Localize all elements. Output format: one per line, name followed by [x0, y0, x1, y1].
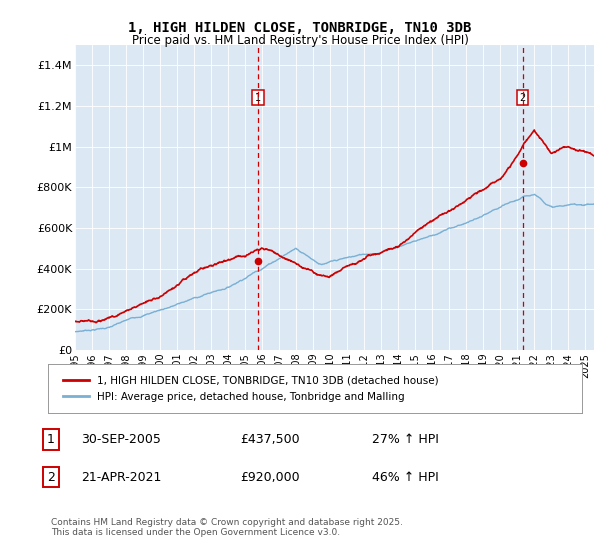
Text: £437,500: £437,500	[240, 433, 299, 446]
Legend: 1, HIGH HILDEN CLOSE, TONBRIDGE, TN10 3DB (detached house), HPI: Average price, : 1, HIGH HILDEN CLOSE, TONBRIDGE, TN10 3D…	[59, 372, 443, 405]
Text: £920,000: £920,000	[240, 470, 299, 484]
Text: 2: 2	[47, 470, 55, 484]
Text: 2: 2	[520, 93, 526, 102]
Text: Contains HM Land Registry data © Crown copyright and database right 2025.
This d: Contains HM Land Registry data © Crown c…	[51, 518, 403, 538]
Text: 27% ↑ HPI: 27% ↑ HPI	[372, 433, 439, 446]
Text: 21-APR-2021: 21-APR-2021	[81, 470, 161, 484]
Text: 1, HIGH HILDEN CLOSE, TONBRIDGE, TN10 3DB: 1, HIGH HILDEN CLOSE, TONBRIDGE, TN10 3D…	[128, 21, 472, 35]
Text: 1: 1	[47, 433, 55, 446]
Text: 46% ↑ HPI: 46% ↑ HPI	[372, 470, 439, 484]
Text: 1: 1	[255, 93, 261, 102]
Text: Price paid vs. HM Land Registry's House Price Index (HPI): Price paid vs. HM Land Registry's House …	[131, 34, 469, 46]
Text: 30-SEP-2005: 30-SEP-2005	[81, 433, 161, 446]
